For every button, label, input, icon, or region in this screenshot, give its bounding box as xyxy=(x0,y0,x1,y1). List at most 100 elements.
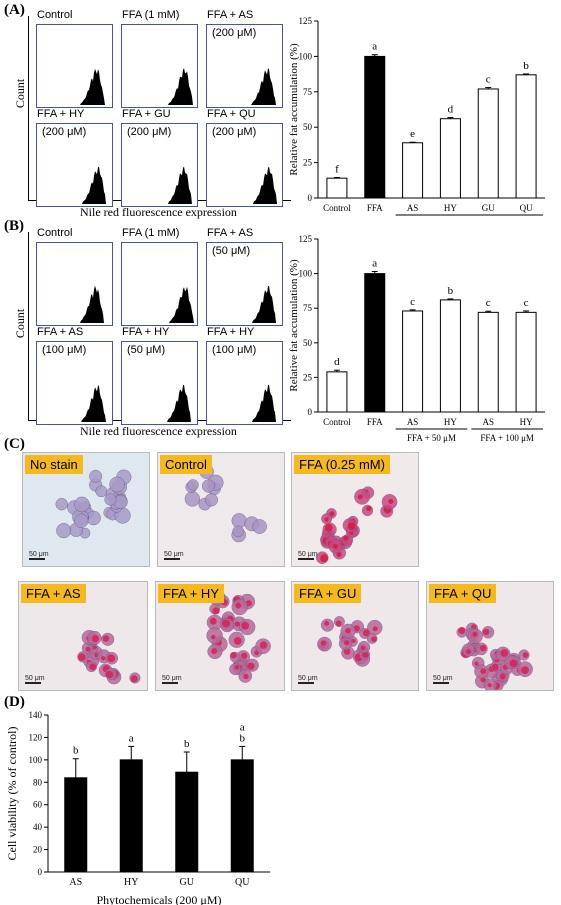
scale-bar-label: 50 μm xyxy=(25,675,45,682)
y-axis-title: Relative fat accumulation (%) xyxy=(288,43,300,176)
lipid-droplet xyxy=(235,602,242,609)
y-tick-label: 75 xyxy=(303,87,313,97)
micrograph-tile: FFA + GU 50 μm xyxy=(291,581,419,691)
histogram-label: FFA + HY xyxy=(37,108,85,120)
histogram-label: FFA + AS xyxy=(207,227,254,239)
histogram-plot xyxy=(209,68,282,105)
histogram-concentration-label: (200 μM) xyxy=(42,126,87,138)
panel-label-d: (D) xyxy=(4,694,25,710)
x-tick-label: HY xyxy=(444,417,457,427)
x-axis-title: Phytochemicals (200 μM) xyxy=(96,893,221,905)
lipid-droplet xyxy=(211,648,218,655)
y-tick-label: 125 xyxy=(299,234,313,244)
lipid-droplet xyxy=(499,673,506,680)
scale-bar-label: 50 μm xyxy=(298,551,318,558)
cell xyxy=(74,513,89,528)
scale-bar-label: 50 μm xyxy=(298,675,318,682)
lipid-droplet xyxy=(320,554,329,563)
micrograph-label: FFA + QU xyxy=(429,584,497,603)
lipid-droplet xyxy=(347,522,356,531)
micrograph-tile: FFA + QU 50 μm xyxy=(426,581,554,691)
histogram-label: Control xyxy=(37,227,73,239)
x-tick-label: AS xyxy=(407,417,419,427)
histogram-plot xyxy=(209,285,282,323)
significance-letter: b xyxy=(73,745,79,757)
significance-letter: d xyxy=(334,356,340,368)
lipid-droplet xyxy=(371,636,377,643)
histogram-concentration-label: (200 μM) xyxy=(212,126,257,138)
lipid-droplet xyxy=(491,663,499,671)
lipid-droplet xyxy=(472,631,478,637)
scale-bar xyxy=(298,682,314,684)
lipid-droplet xyxy=(230,651,237,659)
histogram-plot xyxy=(124,166,197,204)
micrograph-image xyxy=(456,622,533,690)
significance-letter: b xyxy=(523,60,529,72)
cell xyxy=(201,479,216,493)
cell xyxy=(187,479,199,491)
y-tick-label: 40 xyxy=(33,822,43,832)
histogram-peak xyxy=(209,285,282,323)
histogram-box xyxy=(36,24,113,108)
micrograph-label: No stain xyxy=(25,455,83,474)
lipid-droplet xyxy=(209,617,217,625)
histogram-box xyxy=(36,341,113,425)
x-tick-label: HY xyxy=(124,877,138,888)
histogram-label: FFA + HY xyxy=(122,326,170,338)
bar xyxy=(230,759,254,873)
y-tick-label: 25 xyxy=(303,158,313,168)
y-tick-label: 75 xyxy=(303,303,313,313)
histogram-plot xyxy=(39,68,112,105)
histogram-peak xyxy=(39,166,112,204)
bar xyxy=(326,371,348,413)
histogram-box xyxy=(121,123,198,207)
cell xyxy=(109,476,126,493)
lipid-droplet xyxy=(233,636,242,645)
histogram-box xyxy=(121,24,198,108)
significance-letter: a xyxy=(372,258,377,270)
significance-letter: c xyxy=(410,296,415,308)
cell xyxy=(204,493,218,507)
lipid-droplet xyxy=(345,627,351,634)
histogram-box xyxy=(206,242,283,326)
cell xyxy=(55,497,68,511)
histogram-label: FFA + AS xyxy=(37,326,84,338)
y-tick-label: 0 xyxy=(308,193,313,203)
lipid-droplet xyxy=(372,626,378,632)
y-axis-title: Cell viability (% of control) xyxy=(5,727,19,861)
cell xyxy=(252,519,267,534)
histogram-plot xyxy=(39,385,112,422)
histogram-plot xyxy=(209,384,282,422)
significance-letter: b xyxy=(240,732,246,744)
micrograph-label: FFA + GU xyxy=(294,584,362,603)
lipid-droplet xyxy=(234,621,241,627)
significance-letter: b xyxy=(184,738,190,750)
flow-xlabel: Nile red fluorescence expression xyxy=(80,205,237,219)
significance-letter: f xyxy=(335,163,339,175)
lipid-droplet xyxy=(487,683,492,688)
lipid-droplet xyxy=(241,652,248,659)
y-axis-title: Relative fat accumulation (%) xyxy=(288,259,300,392)
histogram-concentration-label: (200 μM) xyxy=(212,27,257,39)
y-tick-label: 140 xyxy=(29,710,43,720)
lipid-droplet xyxy=(243,673,249,680)
histogram-peak xyxy=(39,285,112,323)
histogram-concentration-label: (100 μM) xyxy=(212,344,257,356)
lipid-droplet xyxy=(324,621,330,626)
lipid-droplet xyxy=(343,535,349,541)
lipid-droplet xyxy=(388,498,394,505)
lipid-droplet xyxy=(91,635,100,643)
y-tick-label: 125 xyxy=(299,16,313,26)
histogram-plot xyxy=(124,384,197,422)
histogram-plot xyxy=(124,68,197,105)
panel-label-c: (C) xyxy=(4,436,25,452)
histogram-peak xyxy=(124,68,197,105)
micrograph-image xyxy=(206,589,271,683)
bar xyxy=(175,771,199,873)
y-tick-label: 0 xyxy=(38,867,43,877)
significance-letter: d xyxy=(448,104,454,116)
significance-letter: c xyxy=(524,297,529,309)
histogram-label: FFA + AS xyxy=(207,9,254,21)
histogram-peak xyxy=(209,68,282,105)
lipid-droplet xyxy=(465,649,471,655)
